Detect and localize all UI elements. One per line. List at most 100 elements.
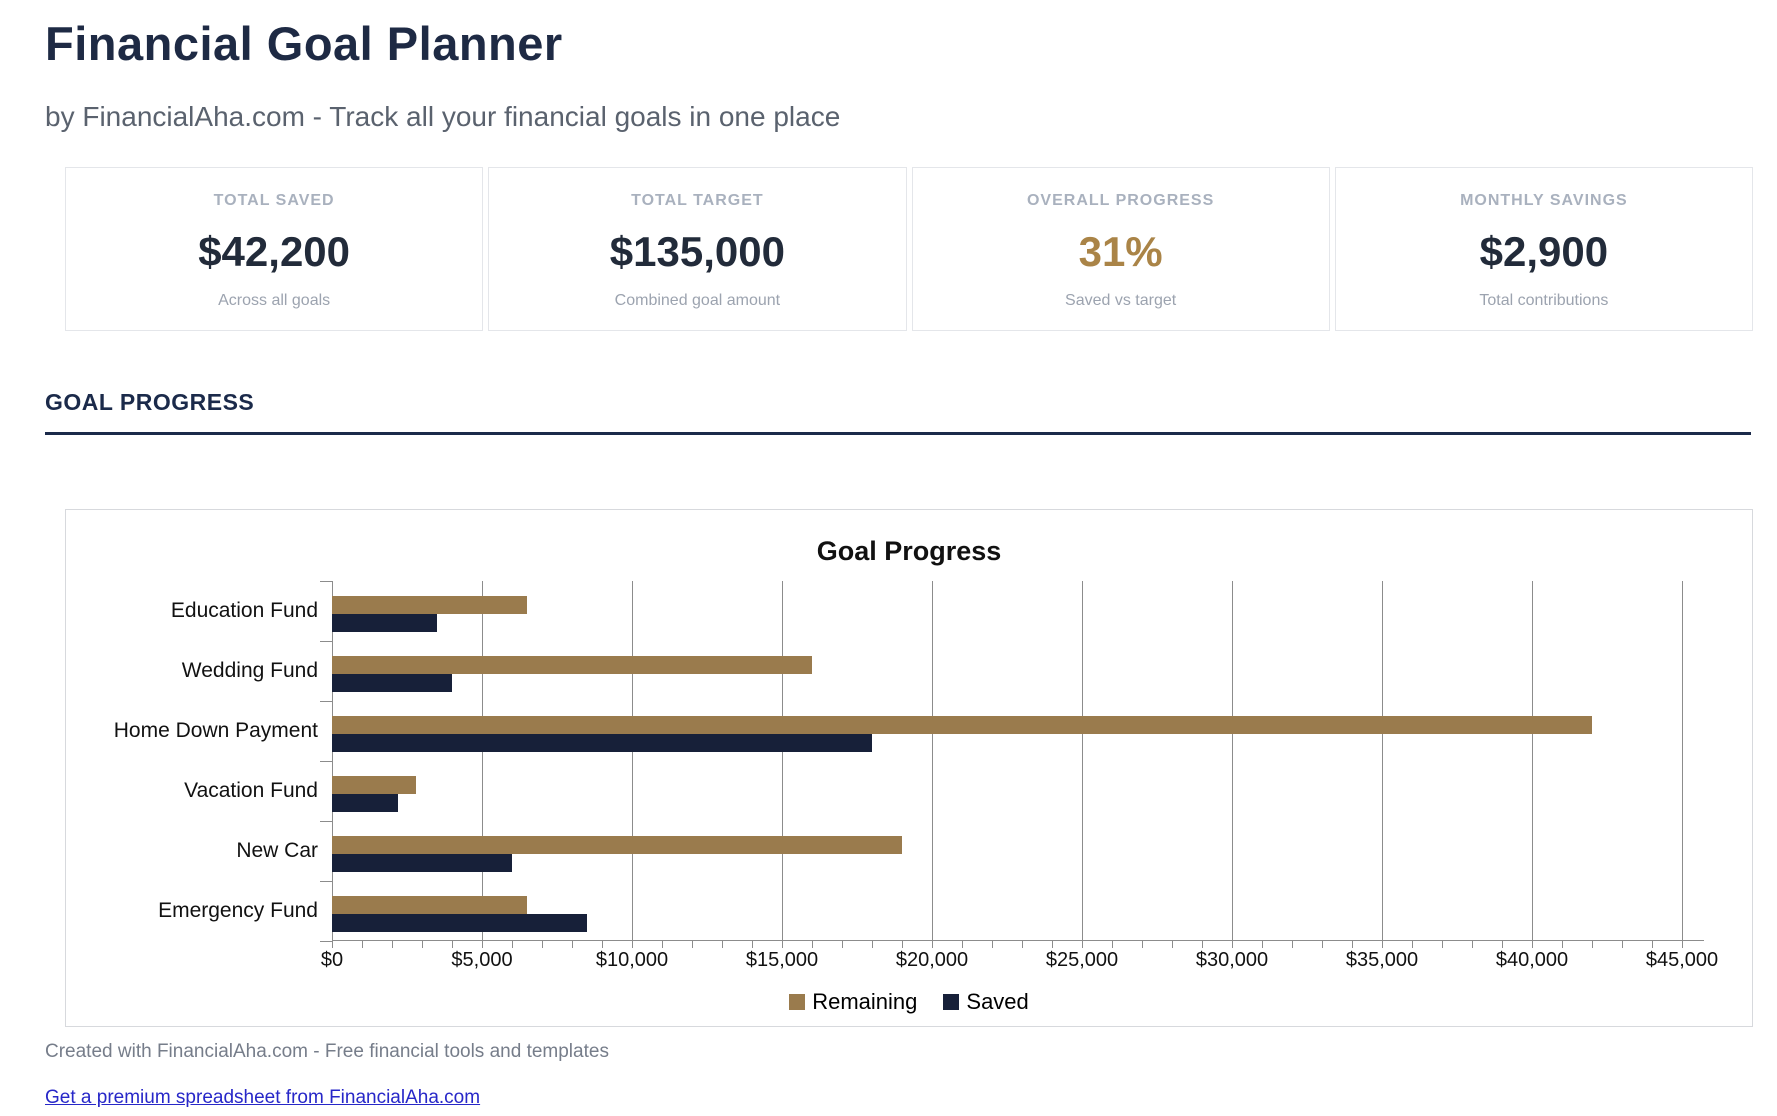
x-axis-tick (752, 940, 753, 948)
x-axis-tick (1532, 940, 1533, 948)
category-label: New Car (236, 839, 318, 862)
stat-sublabel: Saved vs target (1065, 292, 1177, 309)
gridline (1682, 581, 1683, 940)
x-axis-tick (662, 940, 663, 948)
x-axis-tick (1142, 940, 1143, 948)
gridline (482, 581, 483, 940)
y-axis-tick (320, 881, 332, 882)
x-axis-tick (482, 940, 483, 948)
gridline (782, 581, 783, 940)
stat-sublabel: Across all goals (218, 292, 331, 309)
gridline (1232, 581, 1233, 940)
premium-spreadsheet-link[interactable]: Get a premium spreadsheet from Financial… (45, 1087, 481, 1108)
category-axis: Education Fund Wedding Fund Home Down Paym… (66, 581, 332, 941)
x-axis-tick (572, 940, 573, 948)
chart-title: Goal Progress (816, 536, 1002, 566)
x-axis-tick (812, 940, 813, 948)
y-axis-tick (320, 641, 332, 642)
x-axis-tick (1262, 940, 1263, 948)
x-axis-label: $5,000 (451, 949, 513, 971)
x-axis-tick (842, 940, 843, 948)
category-label: Home Down Payment (113, 719, 318, 742)
stat-label: TOTAL SAVED (213, 192, 335, 209)
x-axis-tick (1472, 940, 1473, 948)
x-axis-tick (962, 940, 963, 948)
bar-remaining (332, 656, 812, 674)
stat-value: $42,200 (198, 228, 351, 275)
remaining-swatch-icon (789, 994, 806, 1010)
x-axis-label: $40,000 (1495, 949, 1569, 971)
x-axis-tick (422, 940, 423, 948)
x-axis-tick (1652, 940, 1653, 948)
page-title: Financial Goal Planner (45, 17, 563, 70)
gridline (1082, 581, 1083, 940)
x-axis-tick (1232, 940, 1233, 948)
x-axis-tick (992, 940, 993, 948)
stat-value: $135,000 (609, 228, 785, 275)
x-axis-tick (392, 940, 393, 948)
x-axis-tick (362, 940, 363, 948)
chart-body: Education Fund Wedding Fund Home Down Paym… (66, 581, 1752, 948)
x-axis-tick (932, 940, 933, 948)
x-axis-labels: $0 $5,000 $10,000 $15,000 $20,000 $25,000 $30,… (321, 941, 1718, 975)
legend-item-saved: Saved (943, 989, 1029, 1015)
bar-remaining (332, 716, 1592, 734)
x-axis-label: $10,000 (595, 949, 669, 971)
plot-area (320, 581, 1704, 948)
x-axis-tick (512, 940, 513, 948)
y-axis-tick (320, 581, 332, 582)
stat-card-monthly-savings: MONTHLY SAVINGS $2,900 Total contributio… (1334, 167, 1753, 331)
gridline (632, 581, 633, 940)
stat-label: MONTHLY SAVINGS (1460, 192, 1628, 209)
y-axis-tick (320, 761, 332, 762)
x-axis-tick (1562, 940, 1563, 948)
category-label: Education Fund (170, 599, 318, 622)
x-axis-tick (1382, 940, 1383, 948)
x-axis-tick (782, 940, 783, 948)
bar-saved (332, 674, 452, 692)
gridline (1532, 581, 1533, 940)
category-label: Vacation Fund (184, 779, 318, 802)
y-axis-tick (320, 941, 332, 942)
goal-progress-chart: Goal Progress Education Fund Wedding Fund… (65, 509, 1753, 1027)
x-axis-tick (1082, 940, 1083, 948)
x-axis-tick (1172, 940, 1173, 948)
legend-item-remaining: Remaining (789, 989, 917, 1015)
x-axis-label: $25,000 (1045, 949, 1119, 971)
stats-row: TOTAL SAVED $42,200 Across all goals TOT… (65, 167, 1753, 331)
saved-swatch-icon (943, 994, 960, 1010)
bar-saved (332, 734, 872, 752)
stat-sublabel: Total contributions (1479, 292, 1609, 309)
x-axis-tick (1502, 940, 1503, 948)
y-axis-tick (320, 701, 332, 702)
x-axis-tick (1202, 940, 1203, 948)
gridline (1382, 581, 1383, 940)
stat-card-total-saved: TOTAL SAVED $42,200 Across all goals (65, 167, 484, 331)
bar-remaining (332, 776, 416, 794)
y-axis-tick (320, 821, 332, 822)
gridline (932, 581, 933, 940)
bar-remaining (332, 836, 902, 854)
x-axis-tick (542, 940, 543, 948)
stat-value: 31% (1078, 228, 1163, 275)
legend-label: Remaining (812, 989, 918, 1014)
x-axis-tick (1352, 940, 1353, 948)
stat-sublabel: Combined goal amount (614, 292, 781, 309)
x-axis-tick (1322, 940, 1323, 948)
category-label: Emergency Fund (158, 899, 318, 922)
stat-value: $2,900 (1479, 228, 1609, 275)
x-axis-tick (1022, 940, 1023, 948)
gridline (332, 581, 333, 940)
x-axis-tick (1682, 940, 1683, 948)
chart-legend: Remaining Saved (66, 989, 1752, 1015)
bar-remaining (332, 596, 527, 614)
x-axis-tick (1592, 940, 1593, 948)
x-axis-tick (722, 940, 723, 948)
stat-label: OVERALL PROGRESS (1026, 192, 1215, 209)
legend-label: Saved (966, 989, 1029, 1014)
x-axis-label: $30,000 (1195, 949, 1269, 971)
bar-saved (332, 854, 512, 872)
x-axis-tick (602, 940, 603, 948)
stat-card-total-target: TOTAL TARGET $135,000 Combined goal amou… (488, 167, 907, 331)
